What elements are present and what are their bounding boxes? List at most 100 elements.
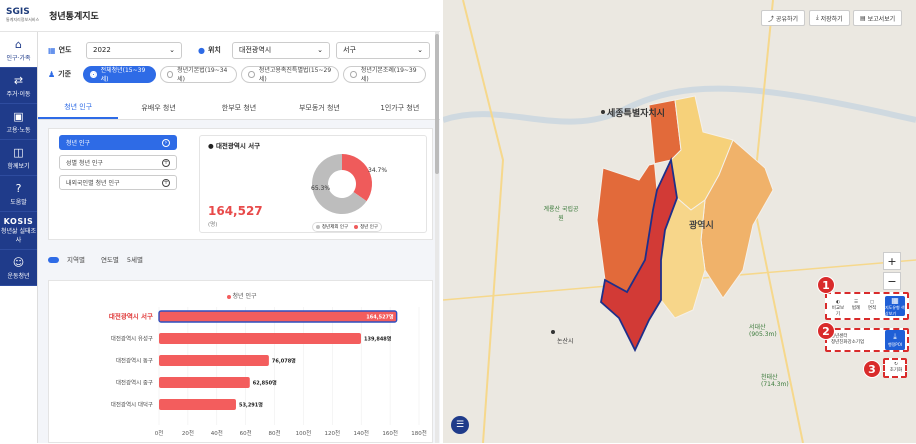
map-label-sejong: 세종특별자치시 — [607, 109, 665, 119]
sidebar-item-population[interactable]: ⌂ 인구·가족 — [0, 32, 37, 68]
layers-toggle-button[interactable]: ☰ — [451, 416, 469, 434]
criteria-youth-ordinance[interactable]: 청년기본조례(19~39세) — [343, 65, 426, 83]
year-select[interactable]: 2022 ⌄ — [86, 41, 182, 59]
sidebar-item-housing[interactable]: ⇄ 주거·이동 — [0, 68, 37, 104]
summary-card: 청년 인구 › 성별 청년 인구 + 내외국인별 청년 인구 + ● 대전광역시 서구… — [48, 128, 433, 240]
tab-married-youth[interactable]: 유배우 청년 — [141, 103, 176, 112]
map-tools-group-2: 청년센터 청년친화강소기업 ⤓ 행정POI — [825, 328, 909, 352]
stat-region: ● 대전광역시 서구 — [208, 142, 261, 150]
stat-box: ● 대전광역시 서구 164,527 (명) 34.7% 65.3% 청년제외 … — [199, 135, 427, 233]
category-tabs: 청년 인구 유배우 청년 한부모 청년 부모동거 청년 1인가구 청년 — [38, 96, 440, 120]
map-label-gyeryong: 계룡산 국립공원 — [543, 206, 579, 222]
x-tick-label: 160천 — [382, 429, 398, 437]
subitem-gender-youth[interactable]: 성별 청년 인구 + — [59, 155, 177, 170]
plus-icon: + — [162, 158, 170, 167]
bar-chart-card: 청년 인구 0천 20천 40천 60천 80천 100천 120천 140천 160천 180천… — [48, 280, 433, 443]
map-label-nonsan: 논산시 — [557, 338, 574, 345]
compare-tool[interactable]: ◐ 비교보기 — [831, 300, 845, 317]
compare-icon: ◐ — [836, 300, 840, 305]
share-icon: ⤴ — [768, 15, 776, 23]
reset-button[interactable]: ↻ 초기화 — [889, 362, 903, 373]
arrow-right-icon: › — [162, 138, 170, 147]
map-label-cheontaesan: 천태산 (714.3m) — [761, 374, 789, 388]
main-panel: ▦ 연도 2022 ⌄ ● 위치 대전광역시 ⌄ 서구 ⌄ ♟ 기준 전체청년(15~39세… — [38, 32, 440, 443]
bar[interactable] — [158, 310, 398, 323]
bar-chart: 0천 20천 40천 60천 80천 100천 120천 140천 160천 180천 대전광역시 … — [109, 307, 427, 437]
sidebar-item-employment[interactable]: ▣ 고용·노동 — [0, 104, 37, 140]
x-tick-label: 20천 — [182, 429, 194, 437]
filter-panel: ▦ 연도 2022 ⌄ ● 위치 대전광역시 ⌄ 서구 ⌄ ♟ 기준 전체청년(15~39세… — [38, 32, 440, 96]
map-type-button[interactable]: ▦ 지도유형 색상보기 — [885, 295, 905, 316]
y-category-label: 대전광역시 서구 — [109, 312, 153, 321]
bar[interactable] — [159, 377, 250, 388]
bar-value-label: 53,291명 — [239, 402, 263, 409]
page-title: 청년통계지도 — [49, 12, 99, 22]
bar[interactable] — [159, 399, 236, 410]
donut-legend: 청년제외 인구 청년 인구 — [312, 222, 382, 232]
chevron-down-icon: ⌄ — [317, 46, 323, 54]
share-button[interactable]: ⤴ 공유하기 — [761, 10, 806, 26]
region-dong[interactable] — [700, 139, 774, 299]
tab-living-with-parents[interactable]: 부모동거 청년 — [298, 103, 340, 112]
x-tick-label: 100천 — [296, 429, 312, 437]
x-tick-label: 120천 — [325, 429, 341, 437]
pie-label-youth: 34.7% — [368, 167, 387, 174]
map-view[interactable]: 세종특별자치시 광역시 논산시 계룡산 국립공원 서대산 (905.3m) 천태… — [443, 0, 916, 443]
zoom-in-button[interactable]: + — [883, 252, 901, 270]
tab-single-parent-youth[interactable]: 한부모 청년 — [221, 103, 257, 112]
x-tick-label: 80천 — [269, 429, 281, 437]
location-pin-icon: ● — [198, 45, 205, 55]
pie-slice-nonyouth[interactable] — [312, 154, 367, 214]
criteria-all-youth[interactable]: 전체청년(15~39세) — [83, 65, 156, 83]
sidebar-item-help[interactable]: ? 도움말 — [0, 176, 37, 212]
youth-population-value: 164,527 — [208, 204, 263, 218]
criteria-youth-employment-law[interactable]: 청년고용촉진특별법(15~29세) — [241, 65, 340, 83]
sidebar-item-youth[interactable]: ☺ 운동청년 — [0, 250, 37, 286]
legend-icon: ☰ — [853, 300, 859, 305]
sidebar-item-kosis[interactable]: KOSIS 청년삶 실태조사 — [0, 212, 37, 250]
region-seo-highlight[interactable] — [600, 156, 678, 353]
location-pin-icon: ● — [208, 142, 214, 150]
plus-icon: + — [162, 178, 170, 187]
subitem-nationality-youth[interactable]: 내외국인별 청년 인구 + — [59, 175, 177, 190]
app-header: SGIS 통계지리정보서비스 청년통계지도 — [0, 0, 440, 32]
bar-value-label: 139,848명 — [364, 336, 392, 343]
legend-tool[interactable]: ☰ 범례 — [851, 300, 861, 311]
mode-year[interactable]: 연도별 — [100, 256, 119, 264]
criteria-youth-basic-law[interactable]: 청년기본법(19~34세) — [159, 65, 238, 83]
chevron-down-icon: ⌄ — [169, 46, 175, 54]
sgg-select[interactable]: 서구 ⌄ — [336, 41, 430, 59]
download-icon: ⤓ — [816, 14, 821, 21]
list-icon: ☰ — [455, 420, 465, 430]
save-button[interactable]: ⤓ 저장하기 — [809, 10, 850, 26]
mode-region-toggle[interactable]: 지역별 — [48, 254, 93, 264]
sido-select[interactable]: 대전광역시 ⌄ — [232, 41, 330, 59]
poi-layers[interactable]: 청년센터 청년친화강소기업 — [831, 334, 865, 345]
sgis-logo[interactable]: SGIS 통계지리정보서비스 — [6, 6, 40, 22]
map-canvas — [443, 0, 916, 443]
panel-scrollbar[interactable] — [435, 32, 439, 443]
bar-value-label: 62,850명 — [253, 380, 277, 387]
zoom-out-button[interactable]: − — [883, 272, 901, 290]
tab-youth-population[interactable]: 청년 인구 — [38, 96, 119, 119]
pie-label-nonyouth: 65.3% — [311, 185, 330, 192]
person-icon: ♟ — [48, 69, 56, 79]
subitem-youth-population[interactable]: 청년 인구 › — [59, 135, 177, 150]
briefcase-icon: ▣ — [13, 109, 24, 123]
area-tool[interactable]: ▢ 면적 — [867, 300, 877, 311]
tab-single-household[interactable]: 1인가구 청년 — [380, 103, 420, 112]
bar[interactable] — [159, 333, 362, 344]
sidebar-item-together[interactable]: ◫ 함께보기 — [0, 140, 37, 176]
x-tick-label: 0천 — [155, 429, 164, 437]
pie-slice-youth[interactable] — [342, 154, 372, 202]
bar[interactable] — [159, 355, 269, 366]
y-category-label: 대전광역시 동구 — [116, 357, 153, 365]
mode-5year[interactable]: 5세별 — [126, 256, 144, 264]
badge-3: 3 — [863, 360, 881, 378]
poi-button[interactable]: ⤓ 행정POI — [885, 330, 905, 350]
report-button[interactable]: ▤ 보고서보기 — [853, 10, 903, 26]
download-icon: ⤓ — [893, 332, 897, 341]
map-tools-group-3: ↻ 초기화 — [883, 358, 907, 378]
bar-legend: 청년 인구 — [49, 291, 434, 300]
area-icon: ▢ — [869, 300, 875, 305]
